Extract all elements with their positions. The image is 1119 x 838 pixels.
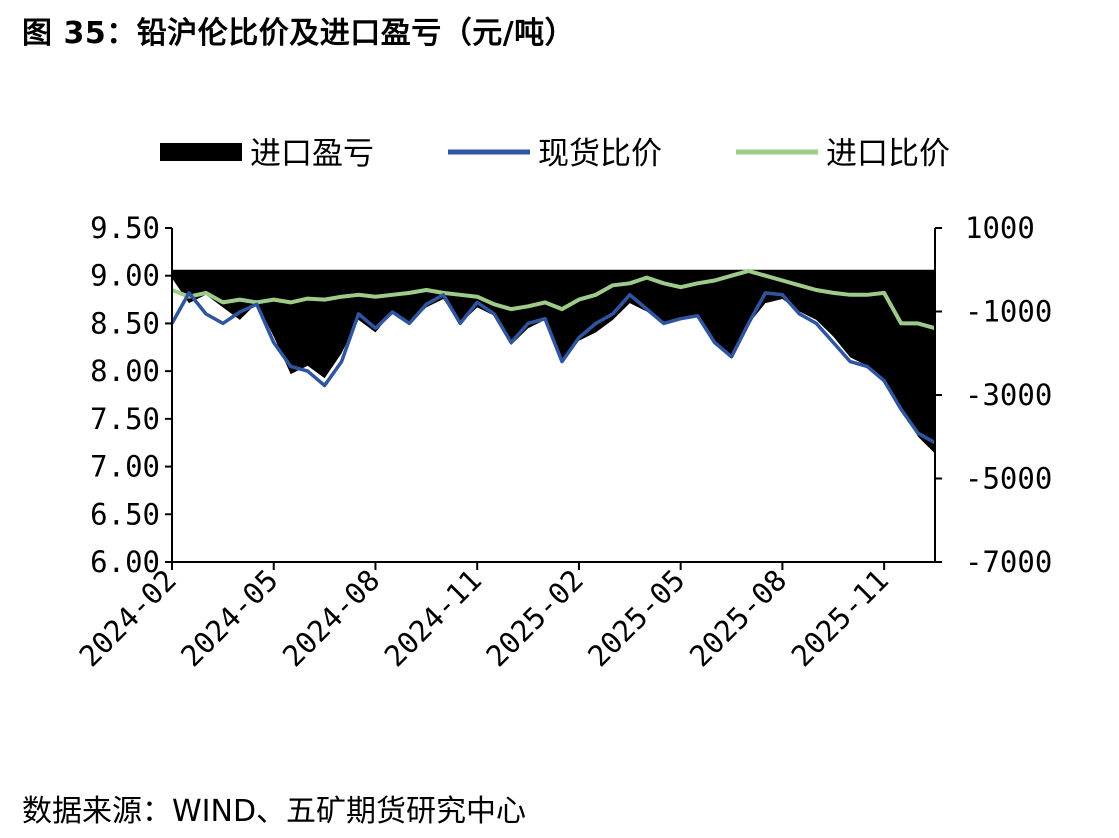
x-tick-label: 2024-08 (276, 563, 386, 673)
x-tick-label: 2024-11 (378, 563, 488, 673)
right-tick-label: 1000 (965, 211, 1035, 245)
legend-label-spot: 现货比价 (538, 136, 662, 172)
series-line-import-ratio (171, 268, 936, 331)
legend-label-import: 进口比价 (826, 136, 950, 172)
left-tick-label: 7.00 (90, 450, 160, 484)
right-tick-label: -7000 (965, 545, 1052, 579)
right-tick-label: -3000 (965, 378, 1052, 412)
series-line-spot-ratio (170, 291, 936, 445)
chart-legend: 进口盈亏 现货比价 进口比价 (160, 136, 950, 172)
left-tick-label: 6.50 (90, 497, 160, 531)
x-tick-label: 2025-05 (581, 563, 691, 673)
right-tick-label: -1000 (965, 295, 1052, 329)
left-tick-label: 8.00 (90, 354, 160, 388)
x-tick-label: 2025-11 (785, 563, 895, 673)
chart: 进口盈亏 现货比价 进口比价 6.00 6.50 7.00 7.50 8.00 8.50 9.0… (72, 136, 1052, 673)
figure-title: 图 35：铅沪伦比价及进口盈亏（元/吨） (22, 16, 576, 51)
x-tick-label: 2024-02 (72, 563, 182, 673)
left-tick-label: 7.50 (90, 402, 160, 436)
x-tick-label: 2025-02 (479, 563, 589, 673)
plot-area (170, 268, 936, 454)
x-tick-label: 2024-05 (174, 563, 284, 673)
left-tick-label: 9.00 (90, 259, 160, 293)
left-tick-label: 9.50 (90, 211, 160, 245)
left-tick-label: 6.00 (90, 545, 160, 579)
x-tick-label: 2025-08 (683, 563, 793, 673)
source-note: 数据来源：WIND、五矿期货研究中心 (22, 794, 527, 829)
legend-label-loss: 进口盈亏 (250, 136, 374, 172)
left-tick-label: 8.50 (90, 306, 160, 340)
right-tick-label: -5000 (965, 462, 1052, 496)
legend-swatch-loss (160, 143, 242, 161)
